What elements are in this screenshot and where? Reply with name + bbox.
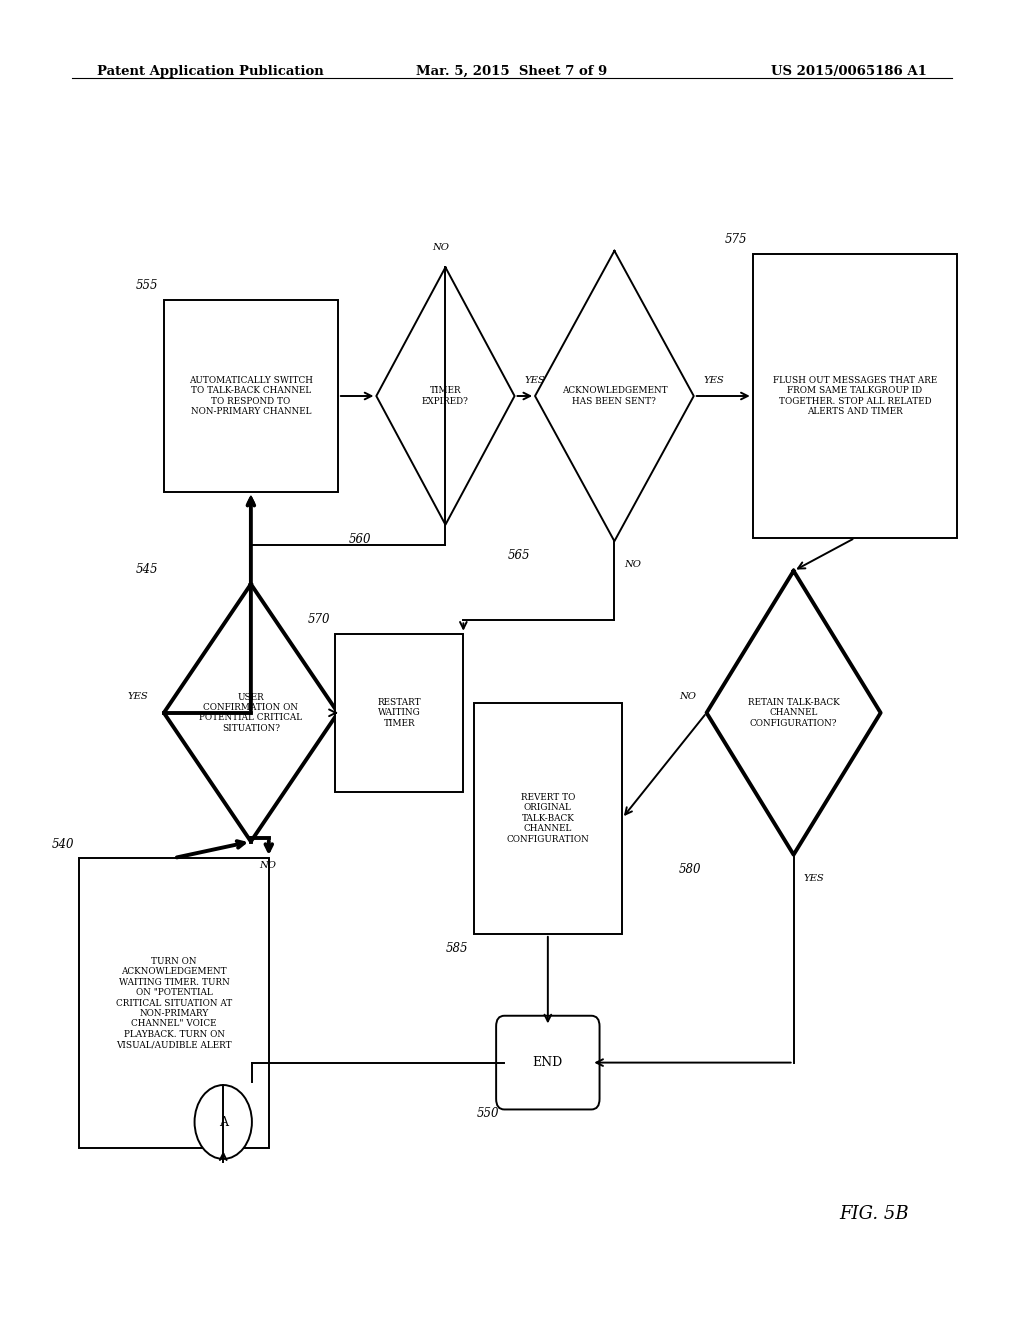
Text: NO: NO xyxy=(259,861,276,870)
FancyBboxPatch shape xyxy=(473,704,623,935)
Text: REVERT TO
ORIGINAL
TALK-BACK
CHANNEL
CONFIGURATION: REVERT TO ORIGINAL TALK-BACK CHANNEL CON… xyxy=(507,793,589,843)
Text: Patent Application Publication: Patent Application Publication xyxy=(97,65,324,78)
Text: 560: 560 xyxy=(349,533,371,545)
Text: TIMER
EXPIRED?: TIMER EXPIRED? xyxy=(422,387,469,405)
Text: 555: 555 xyxy=(136,280,159,293)
Text: YES: YES xyxy=(705,376,725,384)
Text: 550: 550 xyxy=(477,1106,500,1119)
Text: A: A xyxy=(219,1115,227,1129)
Text: NO: NO xyxy=(432,243,449,252)
Circle shape xyxy=(195,1085,252,1159)
Text: TURN ON
ACKNOWLEDGEMENT
WAITING TIMER. TURN
ON "POTENTIAL
CRITICAL SITUATION AT
: TURN ON ACKNOWLEDGEMENT WAITING TIMER. T… xyxy=(116,957,232,1049)
Polygon shape xyxy=(707,570,881,855)
Text: AUTOMATICALLY SWITCH
TO TALK-BACK CHANNEL
TO RESPOND TO
NON-PRIMARY CHANNEL: AUTOMATICALLY SWITCH TO TALK-BACK CHANNE… xyxy=(188,376,313,416)
Text: NO: NO xyxy=(679,693,696,701)
Text: END: END xyxy=(532,1056,563,1069)
Text: 580: 580 xyxy=(679,863,701,875)
Text: US 2015/0065186 A1: US 2015/0065186 A1 xyxy=(771,65,927,78)
Text: RETAIN TALK-BACK
CHANNEL
CONFIGURATION?: RETAIN TALK-BACK CHANNEL CONFIGURATION? xyxy=(748,698,840,727)
Text: 575: 575 xyxy=(725,234,748,246)
Text: NO: NO xyxy=(625,561,642,569)
Text: 540: 540 xyxy=(52,838,75,851)
Polygon shape xyxy=(535,251,694,541)
FancyBboxPatch shape xyxy=(753,255,957,539)
Text: YES: YES xyxy=(128,693,148,701)
FancyBboxPatch shape xyxy=(336,634,463,792)
Text: 545: 545 xyxy=(136,564,159,576)
FancyBboxPatch shape xyxy=(164,301,338,492)
Polygon shape xyxy=(164,583,338,842)
Text: YES: YES xyxy=(804,874,824,883)
Text: RESTART
WAITING
TIMER: RESTART WAITING TIMER xyxy=(378,698,421,727)
Text: USER
CONFIRMATION ON
POTENTIAL CRITICAL
SITUATION?: USER CONFIRMATION ON POTENTIAL CRITICAL … xyxy=(200,693,302,733)
FancyBboxPatch shape xyxy=(497,1016,600,1109)
Text: 585: 585 xyxy=(446,942,469,954)
Text: 570: 570 xyxy=(308,612,330,626)
Text: 565: 565 xyxy=(508,549,530,562)
Text: FLUSH OUT MESSAGES THAT ARE
FROM SAME TALKGROUP ID
TOGETHER. STOP ALL RELATED
AL: FLUSH OUT MESSAGES THAT ARE FROM SAME TA… xyxy=(773,376,937,416)
Text: YES: YES xyxy=(524,376,546,384)
Text: ACKNOWLEDGEMENT
HAS BEEN SENT?: ACKNOWLEDGEMENT HAS BEEN SENT? xyxy=(561,387,668,405)
FancyBboxPatch shape xyxy=(80,858,268,1148)
Polygon shape xyxy=(377,267,514,525)
Text: FIG. 5B: FIG. 5B xyxy=(840,1205,909,1224)
Text: Mar. 5, 2015  Sheet 7 of 9: Mar. 5, 2015 Sheet 7 of 9 xyxy=(417,65,607,78)
